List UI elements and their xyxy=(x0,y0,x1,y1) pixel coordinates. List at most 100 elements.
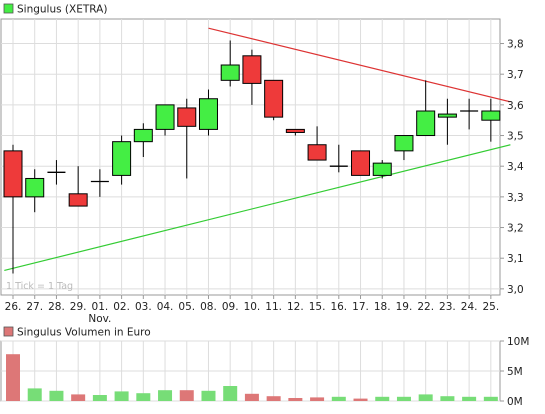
candle xyxy=(3,144,23,274)
price-x-tick-label: 04. xyxy=(157,301,174,313)
price-x-tick-label: 03. xyxy=(135,301,152,313)
price-trendlines xyxy=(4,27,511,272)
price-x-tick-label: 18. xyxy=(374,301,391,313)
candle-body-up xyxy=(437,113,457,118)
volume-panel: Singulus Volumen in Euro 10M 5M 0M xyxy=(0,326,529,408)
volume-bar xyxy=(440,396,455,401)
candle xyxy=(133,123,153,157)
candle xyxy=(285,128,305,136)
price-y-tick-label: 3,0 xyxy=(507,284,524,296)
price-panel: 3,0 3,1 3,2 3,3 3,4 3,5 3,6 3,7 3,8 26. 27. 28. 29.… xyxy=(0,3,524,325)
candle-body-down xyxy=(177,107,197,127)
price-y-tick-label: 3,3 xyxy=(507,192,524,204)
price-x-tick-label: 28. xyxy=(48,301,65,313)
candle xyxy=(112,135,132,185)
volume-bar xyxy=(244,393,259,401)
candle xyxy=(242,49,262,105)
volume-bar xyxy=(483,396,498,401)
price-y-tick-label: 3,7 xyxy=(507,69,524,81)
candle-body-down xyxy=(242,55,262,84)
price-y-tick-label: 3,6 xyxy=(507,100,524,112)
volume-bar xyxy=(92,395,107,401)
candle-body-up xyxy=(133,128,153,143)
support-trendline xyxy=(4,144,511,272)
tick-note: 1 Tick = 1 Tag xyxy=(6,281,73,292)
candle-body-up xyxy=(394,135,414,152)
candle-body-up xyxy=(416,110,436,137)
price-x-tick-label: 17. xyxy=(352,301,369,313)
volume-bar xyxy=(201,390,216,401)
price-x-tick-label: 16. xyxy=(330,301,347,313)
volume-legend-swatch xyxy=(3,326,14,337)
candle xyxy=(329,144,348,173)
price-y-tick-label: 3,2 xyxy=(507,223,524,235)
candle-body-down xyxy=(264,79,284,118)
volume-bar xyxy=(223,386,238,401)
candle xyxy=(372,160,392,179)
candle-body-up xyxy=(155,104,175,130)
volume-bar xyxy=(266,396,281,401)
volume-bar xyxy=(158,390,173,401)
price-x-tick-label: 12. xyxy=(287,301,304,313)
candle-body-up xyxy=(25,177,45,198)
candle xyxy=(220,40,240,87)
price-x-tick-label: 19. xyxy=(396,301,413,313)
candle-body-down xyxy=(3,150,23,198)
candle-body-down xyxy=(285,128,305,133)
price-candles xyxy=(3,40,501,274)
candle xyxy=(25,169,45,213)
price-y-tick-label: 3,5 xyxy=(507,131,524,143)
volume-bar xyxy=(27,388,42,401)
volume-legend-label: Singulus Volumen in Euro xyxy=(17,327,151,339)
candle xyxy=(68,166,88,207)
candle xyxy=(155,104,175,136)
candle xyxy=(307,126,327,161)
price-y-axis: 3,0 3,1 3,2 3,3 3,4 3,5 3,6 3,7 3,8 xyxy=(500,39,524,296)
candle-body-up xyxy=(112,141,132,176)
candle-body-up xyxy=(481,110,501,121)
price-x-axis: 26. 27. 28. 29. 01. 02. 03. 04. 05. 08. 09. 10. 11. 1… xyxy=(5,295,499,325)
volume-bar xyxy=(179,390,194,401)
candle xyxy=(460,98,479,130)
volume-bars xyxy=(6,354,498,401)
price-x-tick-label: 23. xyxy=(439,301,456,313)
volume-gridlines xyxy=(1,340,500,402)
candle-body-up xyxy=(220,64,240,81)
volume-bar xyxy=(310,397,325,401)
price-x-tick-label: 26. xyxy=(5,301,22,313)
price-y-tick-label: 3,8 xyxy=(507,39,524,51)
volume-bar xyxy=(375,396,390,401)
price-x-tick-label: 15. xyxy=(309,301,326,313)
price-x-tick-label: 24. xyxy=(461,301,478,313)
volume-legend: Singulus Volumen in Euro xyxy=(3,326,151,339)
price-x-tick-label: 22. xyxy=(417,301,434,313)
candle xyxy=(351,150,371,176)
price-x-tick-label: 09. xyxy=(222,301,239,313)
volume-bar xyxy=(396,396,411,401)
candle-body-down xyxy=(351,150,371,176)
price-legend-swatch xyxy=(3,3,14,14)
price-x-tick-label: 29. xyxy=(70,301,87,313)
volume-bar xyxy=(331,396,346,401)
candle-body-down xyxy=(307,144,327,161)
candle xyxy=(47,160,66,185)
price-x-tick-label: 01. xyxy=(92,301,109,313)
candle xyxy=(90,169,109,197)
candle xyxy=(394,135,414,161)
candle-body-up xyxy=(372,162,392,176)
volume-bar xyxy=(462,396,477,401)
volume-y-axis: 10M 5M 0M xyxy=(500,336,529,408)
price-x-tick-label: 27. xyxy=(26,301,43,313)
candle xyxy=(177,98,197,179)
volume-bar xyxy=(418,394,433,401)
volume-bar xyxy=(114,391,129,401)
candle-body-down xyxy=(68,193,88,207)
volume-bar xyxy=(288,398,303,401)
volume-y-tick-label: 0M xyxy=(507,396,523,408)
volume-bar xyxy=(71,394,86,401)
price-legend: Singulus (XETRA) xyxy=(3,3,107,16)
candle xyxy=(198,89,218,136)
volume-y-tick-label: 10M xyxy=(507,336,529,348)
